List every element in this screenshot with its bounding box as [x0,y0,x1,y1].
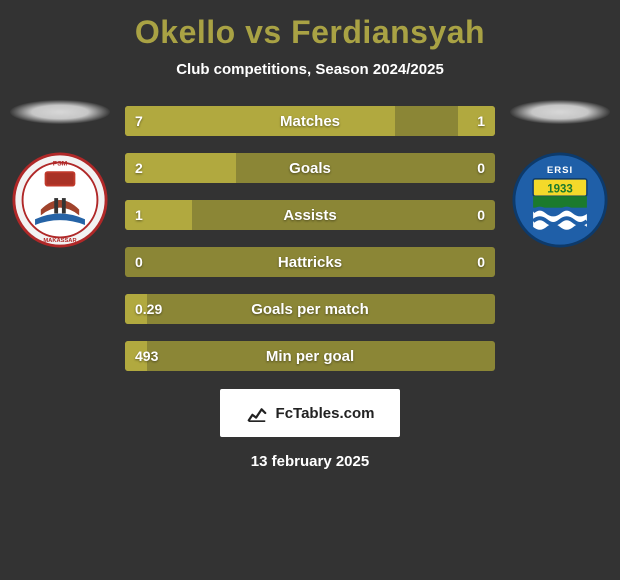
svg-text:ERSI: ERSI [547,165,573,176]
stat-value-right: 1 [477,106,485,136]
stats-bars: Matches71Goals20Assists10Hattricks00Goal… [125,106,495,371]
brand-text: FcTables.com [276,405,375,422]
player-left-slot: PSM MAKASSAR [0,100,120,248]
brand-badge: FcTables.com [220,389,400,437]
stat-value-right: 0 [477,153,485,183]
persib-bandung-logo: ERSI 1933 [512,152,608,248]
stat-row: Assists1 0 [125,200,495,230]
stat-value-right: 0 [477,247,485,277]
footer-date: 13 february 2025 [0,453,620,470]
stat-row: Min per goal493 [125,341,495,371]
stat-label: Goals [125,153,495,183]
stat-label: Goals per match [125,294,495,324]
stat-value-left: 0.29 [135,294,162,324]
chart-icon [246,402,268,424]
svg-text:MAKASSAR: MAKASSAR [43,238,77,244]
stat-label: Matches [125,106,495,136]
stat-value-left: 0 [135,247,143,277]
stat-row: Hattricks0 0 [125,247,495,277]
stat-label: Hattricks [125,247,495,277]
psm-makassar-logo: PSM MAKASSAR [12,152,108,248]
comparison-stage: PSM MAKASSAR ERSI 1933 Matches71Goals20A… [0,106,620,371]
stat-value-right: 0 [477,200,485,230]
svg-text:PSM: PSM [53,160,68,167]
page-title: Okello vs Ferdiansyah [0,0,620,51]
stat-row: Goals2 0 [125,153,495,183]
stat-value-left: 1 [135,200,143,230]
stat-label: Assists [125,200,495,230]
stat-label: Min per goal [125,341,495,371]
stat-value-left: 493 [135,341,158,371]
svg-text:1933: 1933 [547,183,573,195]
stat-value-left: 7 [135,106,143,136]
stat-row: Goals per match0.29 [125,294,495,324]
stat-value-left: 2 [135,153,143,183]
page-subtitle: Club competitions, Season 2024/2025 [0,61,620,78]
stat-row: Matches7 1 [125,106,495,136]
player-shadow [10,100,110,124]
player-right-slot: ERSI 1933 [500,100,620,248]
player-shadow [510,100,610,124]
